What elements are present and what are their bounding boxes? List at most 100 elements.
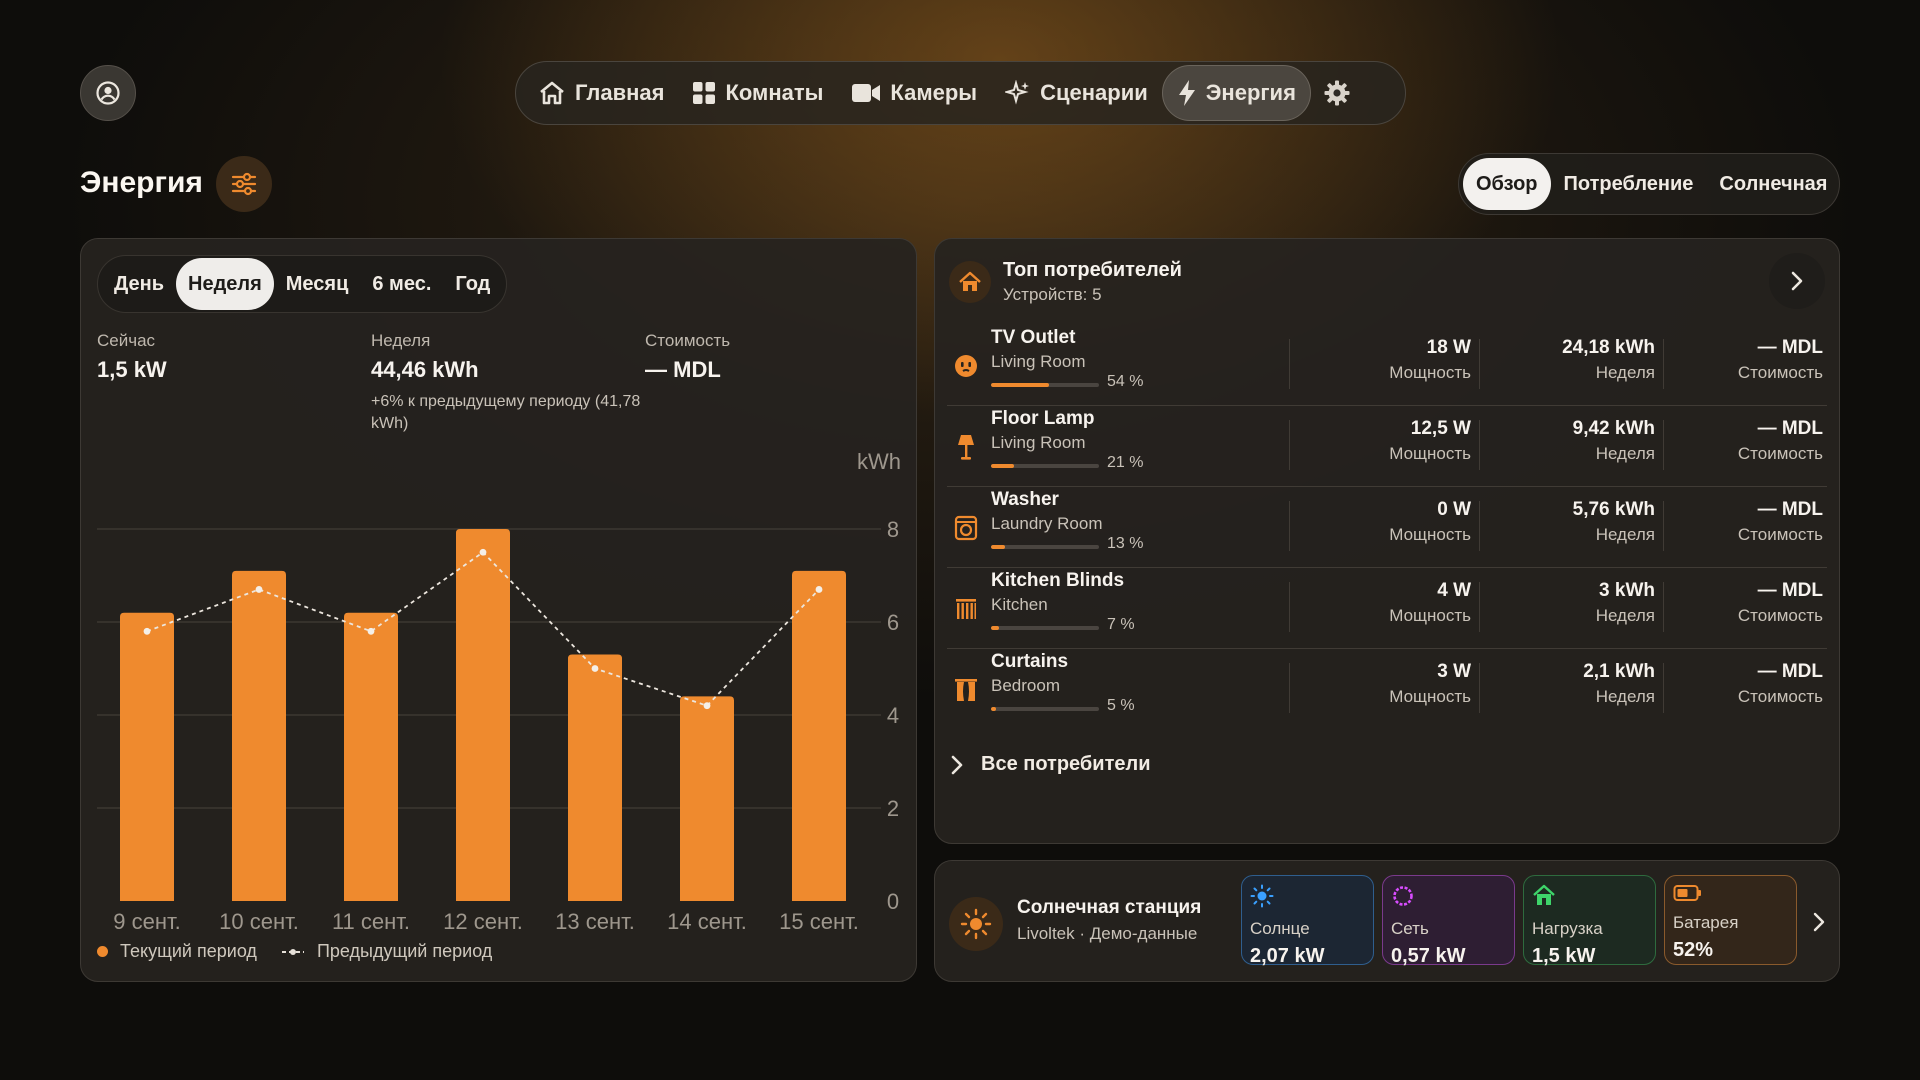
y-tick-label: 8 [887, 517, 899, 542]
consumer-week: 24,18 kWh Неделя [1487, 337, 1655, 383]
period-year[interactable]: Год [455, 272, 491, 295]
y-tick-label: 4 [887, 703, 899, 728]
consumer-row[interactable]: Kitchen Blinds Kitchen 7 % 4 W Мощность 3 kWh… [947, 568, 1827, 649]
previous-period-point [591, 665, 599, 672]
consumer-name: Floor Lamp [991, 408, 1095, 429]
consumer-week-value: 3 kWh [1599, 580, 1655, 601]
bar [792, 570, 846, 901]
previous-period-point [143, 627, 151, 635]
consumer-power-value: 12,5 W [1410, 418, 1471, 439]
consumer-power-label: Мощность [1389, 687, 1471, 706]
tile-battery[interactable]: Батарея 52% [1664, 875, 1797, 965]
consumer-room: Bedroom [991, 676, 1060, 695]
nav-energy[interactable]: Энергия [1161, 65, 1311, 121]
tile-grid-label: Сеть [1391, 919, 1429, 938]
consumer-share-fill [991, 545, 1006, 549]
nav-rooms-label: Комнаты [725, 80, 824, 105]
consumer-week-label: Неделя [1595, 363, 1655, 382]
solar-open-button[interactable] [1807, 907, 1831, 937]
nav-cameras[interactable]: Камеры [837, 65, 991, 121]
consumer-share-fill [991, 626, 999, 630]
period-6months[interactable]: 6 мес. [372, 272, 432, 295]
consumers-title: Топ потребителей [1003, 259, 1182, 281]
tile-load[interactable]: Нагрузка 1,5 kW [1523, 875, 1656, 967]
page-title: Энергия [80, 166, 203, 199]
bar [568, 654, 622, 901]
consumer-row[interactable]: Floor Lamp Living Room 21 % 12,5 W Мощность 9… [947, 406, 1827, 487]
consumer-room: Living Room [991, 433, 1086, 452]
x-tick-label: 12 сент. [443, 909, 523, 929]
consumer-share-bar [991, 383, 1099, 387]
nav-rooms[interactable]: Комнаты [678, 65, 837, 121]
tile-sun[interactable]: Солнце 2,07 kW [1241, 875, 1374, 967]
consumer-row[interactable]: TV Outlet Living Room 54 % 18 W Мощность 24,1… [947, 325, 1827, 406]
tab-overview[interactable]: Обзор [1463, 158, 1551, 210]
solar-station-icon [949, 897, 1003, 951]
tab-consumption[interactable]: Потребление [1563, 172, 1694, 195]
consumer-row[interactable]: Curtains Bedroom 5 % 3 W Мощность 2,1 kWh Неде… [947, 649, 1827, 730]
nav-home[interactable]: Главная [524, 65, 678, 121]
consumer-name: TV Outlet [991, 327, 1076, 348]
consumer-share-pct: 54 % [1107, 373, 1144, 390]
consumer-icon [951, 432, 981, 462]
consumer-week-value: 24,18 kWh [1562, 337, 1655, 358]
period-month[interactable]: Месяц [285, 272, 349, 295]
divider [1663, 339, 1664, 389]
floor-lamp-icon [958, 435, 974, 460]
all-consumers-link[interactable]: Все потребители [951, 753, 1150, 776]
period-week[interactable]: Неделя [176, 258, 274, 310]
consumer-cost-value: — MDL [1757, 499, 1823, 520]
consumer-cost: — MDL Стоимость [1671, 418, 1823, 464]
bar [680, 696, 734, 901]
consumer-week-label: Неделя [1595, 444, 1655, 463]
camera-icon [852, 84, 881, 102]
nav-scenarios[interactable]: Сценарии [991, 65, 1162, 121]
period-day[interactable]: День [114, 272, 164, 295]
divider [1289, 582, 1290, 632]
consumer-room: Living Room [991, 352, 1086, 371]
consumer-name: Kitchen Blinds [991, 570, 1125, 591]
divider [1289, 501, 1290, 551]
consumers-count: Устройств: 5 [1003, 285, 1102, 304]
solar-station-card: Солнечная станция Livoltek · Демо-данные… [934, 860, 1840, 982]
consumer-week-label: Неделя [1595, 687, 1655, 706]
consumer-share-fill [991, 383, 1050, 387]
profile-button[interactable] [80, 65, 136, 121]
previous-period-point [367, 627, 375, 635]
x-tick-label: 10 сент. [219, 909, 299, 929]
previous-period-point [815, 586, 823, 593]
tile-load-label: Нагрузка [1532, 919, 1603, 938]
consumer-share-bar [991, 707, 1099, 711]
tile-sun-label: Солнце [1250, 919, 1310, 938]
x-tick-label: 11 сент. [332, 909, 410, 929]
consumers-open-button[interactable] [1769, 253, 1825, 309]
stat-cost-value: — MDL [645, 357, 721, 382]
battery-icon [1673, 885, 1701, 901]
stat-now-label: Сейчас [97, 331, 156, 350]
consumer-power-value: 4 W [1437, 580, 1471, 601]
consumer-cost-value: — MDL [1757, 661, 1823, 682]
tile-grid-value: 0,57 kW [1391, 945, 1466, 967]
divider [1663, 501, 1664, 551]
stat-week-label: Неделя [371, 331, 431, 350]
x-tick-label: 15 сент. [779, 909, 859, 929]
divider [1479, 339, 1480, 389]
filter-button[interactable] [216, 156, 272, 212]
consumer-cost: — MDL Стоимость [1671, 337, 1823, 383]
stat-week: Неделя 44,46 kWh +6% к предыдущему перио… [371, 331, 641, 435]
outlet-icon [955, 355, 977, 377]
y-tick-label: 6 [887, 610, 899, 635]
consumer-power-value: 0 W [1437, 499, 1471, 520]
nav-cameras-label: Камеры [890, 80, 978, 105]
chevron-right-icon [1813, 912, 1825, 932]
nav-settings[interactable] [1311, 65, 1363, 121]
tab-solar[interactable]: Солнечная [1719, 172, 1828, 195]
consumer-row[interactable]: Washer Laundry Room 13 % 0 W Мощность 5,76 kW… [947, 487, 1827, 568]
consumer-cost-value: — MDL [1757, 580, 1823, 601]
x-tick-label: 13 сент. [555, 909, 635, 929]
home-icon [1533, 884, 1555, 905]
x-tick-label: 14 сент. [667, 909, 747, 929]
tile-grid[interactable]: Сеть 0,57 kW [1382, 875, 1515, 967]
previous-period-point [255, 586, 263, 593]
consumer-name: Washer [991, 489, 1059, 510]
